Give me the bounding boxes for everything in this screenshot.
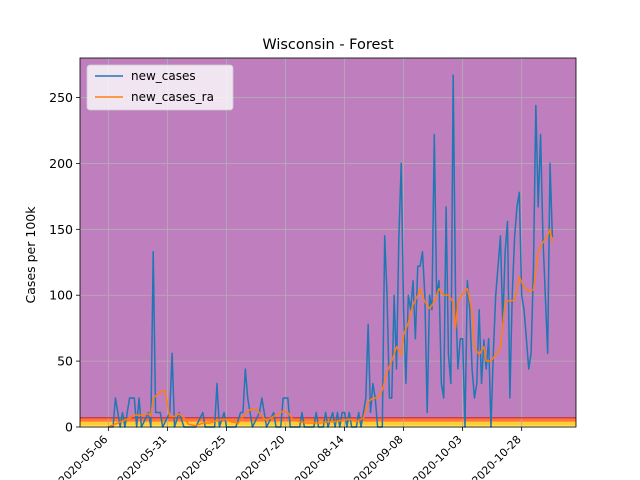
axes-frame: [79, 57, 577, 428]
y-tick-label-2: 100: [49, 288, 73, 303]
series-line-new-cases-ra: [108, 228, 554, 428]
legend-label-new-cases: new_cases: [131, 69, 196, 83]
legend-box: [86, 64, 234, 111]
y-tick-label-1: 50: [57, 354, 73, 369]
y-tick-label-3: 150: [49, 222, 73, 237]
y-tick-label-0: 0: [65, 420, 73, 435]
y-tick-label-4: 200: [49, 156, 73, 171]
y-tick-label-5: 250: [49, 90, 73, 105]
chart-title: Wisconsin - Forest: [262, 37, 394, 53]
legend-label-new-cases-ra: new_cases_ra: [131, 90, 214, 104]
y-axis-label: Cases per 100k: [23, 206, 38, 304]
legend: new_cases new_cases_ra: [86, 64, 234, 111]
background-band-2: [80, 417, 576, 422]
